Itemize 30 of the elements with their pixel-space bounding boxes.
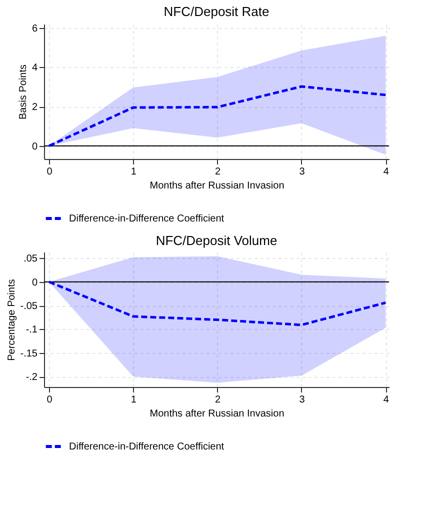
x-tick-label: 0: [46, 394, 53, 406]
y-tick-label: -.05: [20, 301, 38, 312]
x-tick-label: 1: [130, 394, 137, 406]
y-tick-label: 2: [32, 102, 38, 114]
line-series: [48, 85, 387, 148]
x-tick-label: 0: [46, 166, 53, 178]
x-tick-label: 4: [383, 394, 390, 406]
y-tick-label: -.2: [26, 372, 38, 384]
y-tick-label: -.15: [20, 348, 38, 360]
y-tick-label: -.1: [26, 324, 38, 336]
x-axis-title: Months after Russian Invasion: [150, 408, 284, 420]
x-tick-label: 2: [215, 394, 222, 406]
x-axis-title: Months after Russian Invasion: [150, 180, 284, 192]
y-tick-label: .05: [24, 254, 38, 265]
x-tick-label: 4: [383, 166, 390, 178]
chart-title: NFC/Deposit Rate: [164, 4, 270, 19]
x-tick-label: 1: [130, 166, 137, 178]
chart-title: NFC/Deposit Volume: [156, 233, 278, 248]
y-tick-label: 6: [32, 23, 38, 34]
line-series: [48, 280, 387, 326]
x-tick-label: 3: [299, 394, 306, 406]
y-tick-label: 0: [32, 277, 38, 288]
legend-label: Difference-in-Difference Coefficient: [69, 214, 224, 224]
x-tick-label: 2: [215, 166, 222, 178]
x-tick-label: 3: [299, 166, 306, 178]
y-tick-label: 4: [32, 62, 38, 74]
y-tick-label: 0: [32, 141, 38, 152]
legend-label: Difference-in-Difference Coefficient: [69, 442, 224, 452]
y-axis-title: Basis Points: [18, 64, 29, 120]
y-axis-title: Percentage Points: [6, 279, 18, 361]
